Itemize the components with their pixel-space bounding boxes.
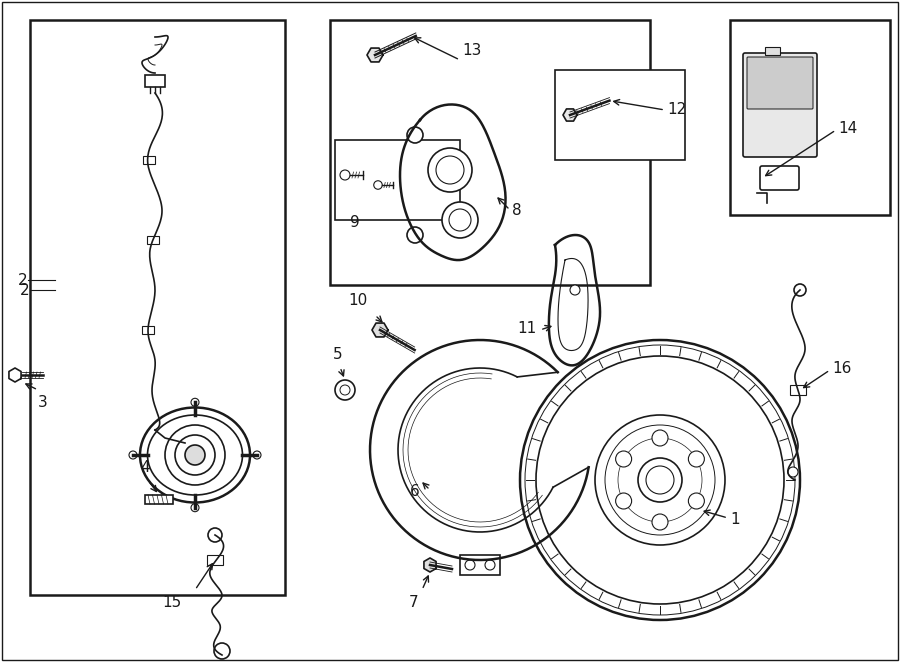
Text: 13: 13 (462, 43, 482, 58)
Circle shape (688, 493, 705, 509)
Circle shape (520, 340, 800, 620)
Polygon shape (424, 558, 436, 572)
Text: 8: 8 (512, 203, 522, 218)
Text: 2: 2 (18, 273, 28, 287)
Circle shape (788, 467, 798, 477)
FancyBboxPatch shape (760, 166, 799, 190)
Text: 7: 7 (409, 595, 418, 610)
Text: 15: 15 (163, 595, 182, 610)
Circle shape (442, 202, 478, 238)
Circle shape (465, 560, 475, 570)
Circle shape (652, 514, 668, 530)
Circle shape (407, 227, 423, 243)
Circle shape (794, 284, 806, 296)
Text: 6: 6 (410, 485, 420, 500)
Text: 4: 4 (140, 460, 149, 475)
Polygon shape (563, 109, 577, 121)
Text: 14: 14 (838, 120, 857, 136)
Circle shape (536, 356, 784, 604)
Circle shape (340, 170, 350, 180)
FancyBboxPatch shape (743, 53, 817, 157)
Circle shape (428, 148, 472, 192)
Circle shape (638, 458, 682, 502)
Bar (555, 70, 685, 160)
Circle shape (407, 127, 423, 143)
Bar (145, 495, 173, 504)
Text: 1: 1 (730, 512, 740, 528)
Circle shape (616, 493, 632, 509)
Bar (460, 555, 500, 575)
Circle shape (208, 528, 222, 542)
Circle shape (191, 399, 199, 406)
Bar (790, 385, 806, 395)
Circle shape (335, 380, 355, 400)
Text: 3: 3 (38, 395, 48, 410)
Bar (730, 20, 890, 215)
Polygon shape (372, 323, 388, 337)
Bar (335, 140, 460, 220)
Polygon shape (367, 48, 383, 62)
FancyBboxPatch shape (747, 57, 813, 109)
Bar (145, 75, 165, 87)
Circle shape (214, 643, 230, 659)
Circle shape (595, 415, 725, 545)
Text: 11: 11 (518, 320, 537, 336)
Text: 16: 16 (832, 361, 851, 375)
Circle shape (253, 451, 261, 459)
Circle shape (485, 560, 495, 570)
Ellipse shape (140, 408, 250, 502)
Text: 10: 10 (349, 293, 368, 308)
Text: 9: 9 (350, 215, 360, 230)
Circle shape (374, 181, 382, 189)
Circle shape (191, 504, 199, 512)
Bar (147, 236, 159, 244)
Text: 12: 12 (667, 101, 686, 117)
Circle shape (688, 451, 705, 467)
Text: 2: 2 (20, 283, 30, 297)
Circle shape (185, 445, 205, 465)
Bar (143, 156, 156, 164)
Bar (142, 326, 154, 334)
Circle shape (616, 451, 632, 467)
Text: 5: 5 (333, 347, 343, 362)
Bar (330, 20, 650, 285)
Bar (207, 555, 223, 565)
Circle shape (129, 451, 137, 459)
Circle shape (652, 430, 668, 446)
Bar (30, 20, 285, 595)
Circle shape (165, 425, 225, 485)
Circle shape (570, 285, 580, 295)
Bar (765, 47, 780, 55)
